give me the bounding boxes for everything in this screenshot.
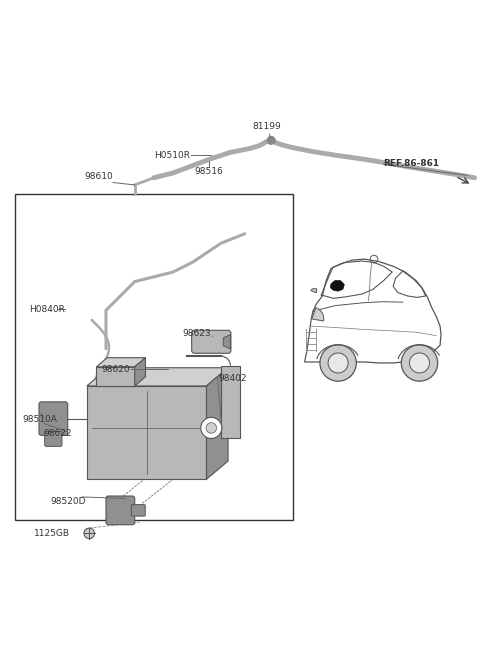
Text: H0840R: H0840R — [29, 305, 65, 314]
Polygon shape — [330, 281, 344, 291]
FancyBboxPatch shape — [192, 330, 231, 353]
Polygon shape — [206, 368, 228, 479]
Polygon shape — [311, 289, 317, 292]
Circle shape — [320, 345, 356, 381]
Text: 1125GB: 1125GB — [34, 529, 70, 538]
Polygon shape — [135, 357, 145, 386]
Circle shape — [206, 422, 216, 433]
Circle shape — [328, 353, 348, 373]
Text: 98623: 98623 — [183, 328, 211, 338]
Text: 98516: 98516 — [194, 167, 223, 175]
Polygon shape — [223, 334, 230, 349]
Text: 98610: 98610 — [84, 172, 113, 181]
Text: 98510A: 98510A — [23, 415, 58, 424]
Circle shape — [84, 528, 95, 539]
Circle shape — [201, 417, 222, 438]
Text: 98622: 98622 — [44, 429, 72, 438]
Polygon shape — [96, 367, 135, 386]
Text: 81199: 81199 — [252, 122, 281, 131]
Polygon shape — [87, 386, 206, 479]
FancyBboxPatch shape — [39, 402, 68, 436]
Text: 98620: 98620 — [101, 365, 130, 374]
Polygon shape — [96, 357, 145, 367]
Circle shape — [409, 353, 430, 373]
Bar — [15, 194, 293, 520]
Circle shape — [267, 137, 275, 145]
Text: H0510R: H0510R — [154, 150, 190, 160]
Text: 98402: 98402 — [218, 374, 247, 383]
Text: 98520D: 98520D — [50, 497, 85, 506]
Circle shape — [401, 345, 438, 381]
FancyBboxPatch shape — [132, 505, 145, 516]
Text: REF.86-861: REF.86-861 — [384, 159, 440, 168]
Polygon shape — [221, 366, 240, 438]
Polygon shape — [87, 368, 228, 386]
Wedge shape — [312, 307, 324, 321]
FancyBboxPatch shape — [106, 496, 135, 525]
FancyBboxPatch shape — [45, 432, 62, 446]
